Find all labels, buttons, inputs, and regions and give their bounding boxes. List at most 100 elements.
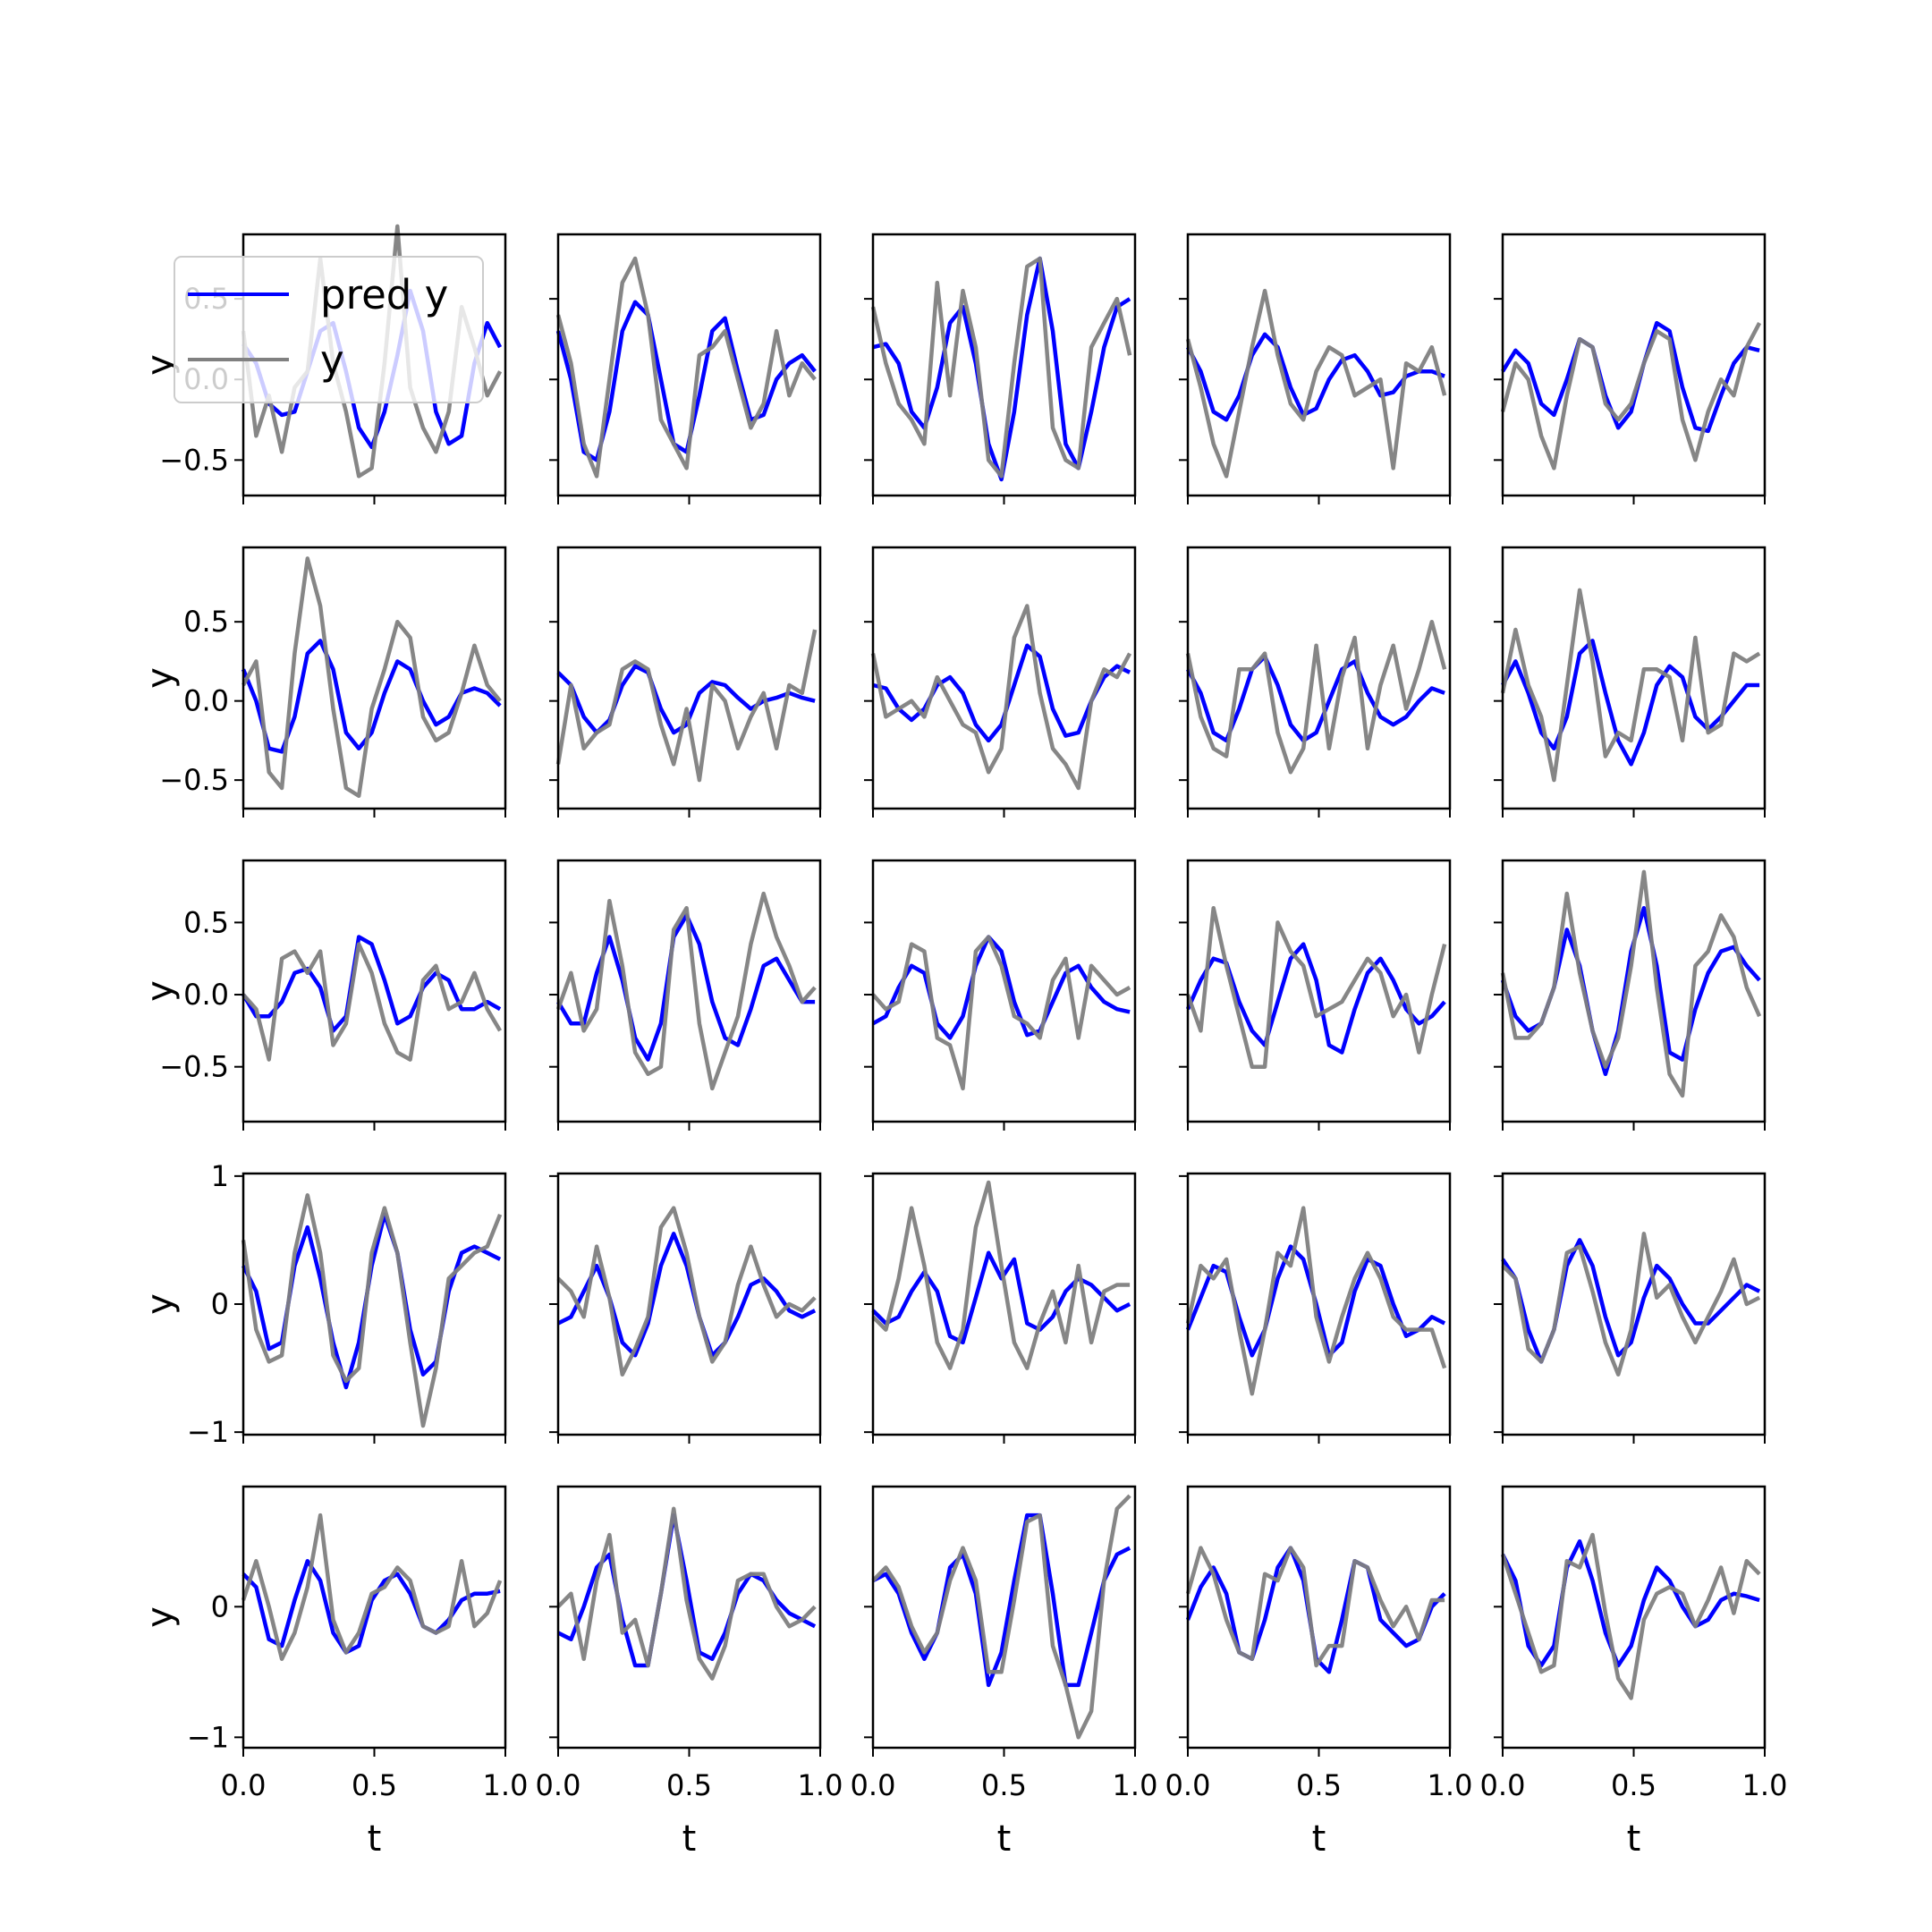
subplot-2-5 (1494, 546, 1767, 818)
y-line (242, 942, 503, 1062)
pred-y-line (871, 1513, 1131, 1688)
y-line (1185, 905, 1447, 1069)
y-tick-label: 0.5 (183, 905, 229, 939)
y-tick-label: −0.5 (159, 443, 229, 477)
y-line (871, 1494, 1131, 1740)
subplot-5-1: −1 0 0.0 0.5 1.0 y t (140, 1485, 529, 1860)
axes-frame (1501, 233, 1767, 497)
axes-frame (1186, 1172, 1452, 1436)
y-tick-label: −1 (187, 1415, 229, 1449)
subplot-3-3 (864, 859, 1137, 1131)
x-tick-label: 0.5 (981, 1768, 1027, 1802)
axes-frame (556, 233, 822, 497)
axes-frame (242, 859, 507, 1123)
subplot-3-2 (549, 859, 822, 1131)
subplot-1-4 (1179, 233, 1452, 504)
y-tick-label: 0 (211, 1589, 229, 1623)
y-line (870, 256, 1132, 479)
y-line (1500, 588, 1761, 783)
y-line (241, 1193, 503, 1428)
pred-y-line (242, 1558, 501, 1655)
axes-frame (1186, 233, 1452, 497)
y-tick-label: 1 (211, 1159, 229, 1193)
subplot-2-1: −0.5 0.0 0.5 y (140, 546, 507, 818)
axes-frame (1501, 546, 1767, 810)
pred-y-line (872, 643, 1131, 743)
y-line (555, 256, 817, 479)
subplot-1-3 (864, 233, 1137, 504)
x-axis-label: t (997, 1818, 1012, 1860)
axes-frame (871, 233, 1137, 497)
axes-frame (871, 546, 1137, 810)
axes-frame (1186, 1485, 1452, 1750)
subplot-3-1: −0.5 0.0 0.5 y (140, 859, 507, 1131)
pred-y-line (242, 288, 503, 450)
y-line (241, 1513, 503, 1661)
subplot-2-4 (1179, 546, 1452, 818)
y-tick-label: 0.5 (183, 605, 229, 639)
subplot-5-4: 0.0 0.5 1.0 t (1165, 1485, 1473, 1860)
pred-y-line (1500, 1539, 1760, 1668)
y-tick-label: 0.0 (183, 978, 229, 1012)
x-tick-label: 1.0 (798, 1768, 843, 1802)
axes-frame (242, 546, 507, 810)
y-line (870, 604, 1132, 791)
legend: pred y y (174, 256, 484, 403)
y-line (1185, 1546, 1445, 1668)
x-tick-label: 0.0 (1165, 1768, 1211, 1802)
y-line (555, 629, 818, 783)
axes-frame (556, 1172, 822, 1436)
pred-y-line (1186, 332, 1445, 422)
axes-frame (871, 1485, 1137, 1750)
y-axis-label: y (140, 1606, 181, 1628)
axes-frame (1501, 1485, 1767, 1750)
axes-frame (1186, 546, 1452, 810)
y-line (1500, 322, 1762, 470)
subplot-1-2 (549, 233, 822, 504)
axes-frame (556, 859, 822, 1123)
axes-frame (871, 1172, 1137, 1436)
subplot-5-3: 0.0 0.5 1.0 t (851, 1485, 1158, 1860)
axes-frame (871, 859, 1137, 1123)
y-line (1500, 1532, 1761, 1700)
x-axis-label: t (1312, 1818, 1326, 1860)
x-tick-label: 0.0 (221, 1768, 267, 1802)
subplot-4-2 (549, 1172, 822, 1444)
x-tick-label: 0.5 (666, 1768, 712, 1802)
x-tick-label: 0.0 (1480, 1768, 1526, 1802)
y-line (1185, 1206, 1447, 1396)
y-axis-label: y (140, 980, 181, 1002)
y-tick-label: 0 (211, 1287, 229, 1321)
y-line (871, 1180, 1131, 1370)
y-tick-label: 0.0 (183, 684, 229, 718)
pred-y-line (242, 935, 502, 1033)
subplot-3-4 (1179, 859, 1452, 1131)
subplot-1-5 (1494, 233, 1767, 504)
y-axis-label: y (140, 667, 181, 689)
y-tick-label: −1 (187, 1720, 229, 1754)
x-tick-label: 0.0 (851, 1768, 896, 1802)
pred-y-line (556, 1232, 817, 1358)
y-line (1501, 1232, 1761, 1377)
y-line (556, 1506, 817, 1681)
x-tick-label: 0.0 (536, 1768, 581, 1802)
y-tick-label: −0.5 (159, 1050, 229, 1084)
pred-y-line (871, 1250, 1131, 1345)
x-tick-label: 0.5 (1611, 1768, 1657, 1802)
x-tick-label: 1.0 (1428, 1768, 1473, 1802)
y-line (1500, 869, 1762, 1098)
axes-frame (1501, 1172, 1767, 1436)
y-tick-label: −0.5 (159, 763, 229, 797)
x-tick-label: 1.0 (1113, 1768, 1158, 1802)
subplot-4-4 (1179, 1172, 1452, 1444)
legend-label-pred-y: pred y (320, 271, 448, 318)
subplot-2-2 (549, 546, 822, 818)
subplot-4-3 (864, 1172, 1137, 1444)
pred-y-line (872, 256, 1131, 482)
x-axis-label: t (1627, 1818, 1641, 1860)
pred-y-line (1501, 320, 1760, 434)
axes-frame (242, 1172, 507, 1436)
subplot-5-2: 0.0 0.5 1.0 t (536, 1485, 843, 1860)
x-tick-label: 1.0 (483, 1768, 529, 1802)
